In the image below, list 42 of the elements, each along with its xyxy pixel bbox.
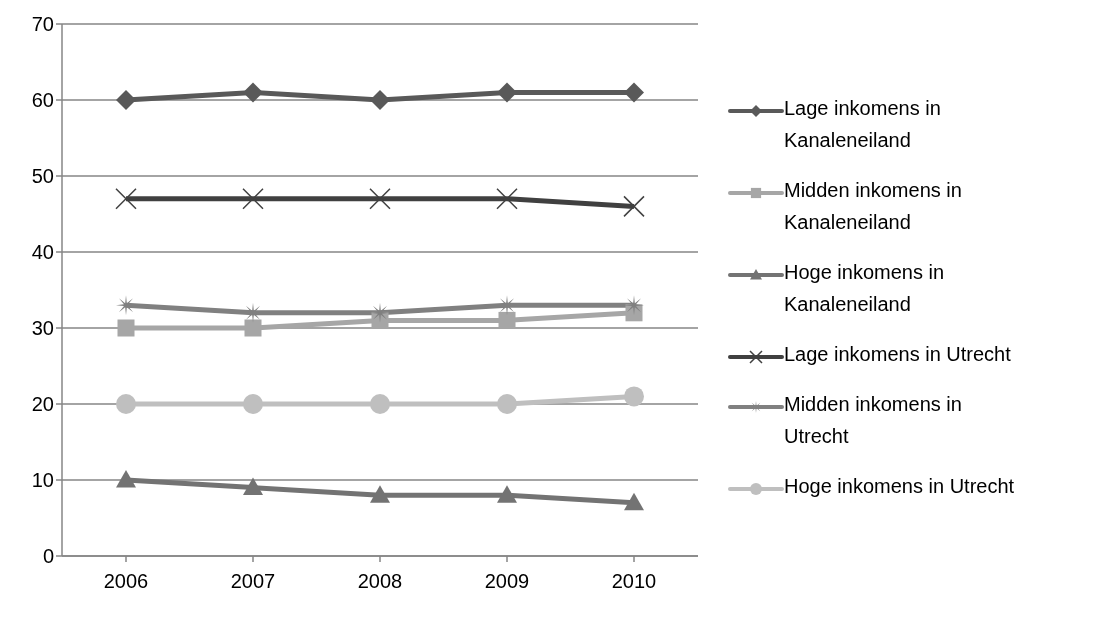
point (244, 319, 262, 337)
point (116, 394, 136, 414)
point (115, 188, 137, 210)
y-tick-label: 10 (31, 469, 54, 492)
point (497, 485, 517, 503)
point (623, 195, 645, 218)
y-tick-label: 0 (42, 545, 54, 568)
point (497, 394, 517, 414)
y-tick-label: 50 (31, 165, 54, 188)
point (243, 477, 263, 496)
point (370, 90, 390, 110)
y-tick-label: 20 (31, 393, 54, 416)
point (117, 319, 135, 337)
point (370, 394, 390, 414)
point (369, 188, 391, 210)
y-tick-label: 70 (31, 13, 54, 36)
point (243, 82, 263, 103)
legend-label: Lage inkomens in Kanaleneiland (784, 96, 942, 153)
legend-label: Midden inkomens in Kanaleneiland (784, 178, 963, 235)
point (116, 470, 136, 488)
point (497, 82, 517, 103)
x-tick-label: 2007 (230, 570, 276, 593)
point (242, 188, 264, 210)
point (624, 492, 644, 511)
x-tick-label: 2010 (611, 570, 657, 593)
y-tick-label: 30 (31, 317, 54, 340)
point (116, 90, 136, 110)
point (624, 82, 644, 103)
legend-label: Lage inkomens in Utrecht (784, 342, 1011, 367)
legend-label: Hoge inkomens in Utrecht (784, 474, 1015, 499)
point (624, 386, 644, 407)
x-tick-label: 2006 (103, 570, 149, 593)
point (370, 485, 390, 503)
x-tick-label: 2009 (484, 570, 530, 593)
point (496, 188, 518, 210)
y-tick-label: 60 (31, 89, 54, 112)
legend-label: Midden inkomens in Utrecht (784, 392, 963, 449)
point (498, 311, 516, 329)
x-tick-label: 2008 (357, 570, 403, 593)
point (243, 394, 263, 414)
y-tick-label: 40 (31, 241, 54, 264)
legend-label: Hoge inkomens in Kanaleneiland (784, 260, 946, 317)
